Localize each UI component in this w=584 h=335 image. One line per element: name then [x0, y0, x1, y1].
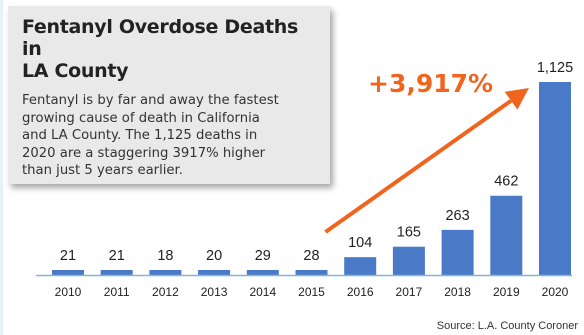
x-tick-2017: 2017 — [396, 285, 423, 299]
growth-arrow-shaft — [324, 99, 513, 234]
x-tick-2011: 2011 — [104, 285, 130, 299]
bars-group — [52, 82, 571, 275]
x-tick-2010: 2010 — [55, 285, 82, 299]
callout-body-line: and LA County. The 1,125 deaths in — [22, 128, 258, 143]
callout-box: Fentanyl Overdose Deaths in LA County Fe… — [8, 6, 330, 184]
data-label-2013: 20 — [206, 248, 222, 264]
callout-body-line: Fentanyl is by far and away the fastest — [22, 93, 279, 108]
x-tick-2013: 2013 — [201, 285, 228, 299]
data-label-2019: 462 — [494, 174, 518, 190]
left-accent-rule — [0, 0, 3, 335]
x-tick-2012: 2012 — [152, 285, 179, 299]
x-tick-2014: 2014 — [249, 285, 276, 299]
callout-body: Fentanyl is by far and away the fastest … — [22, 92, 316, 180]
bar-2016 — [344, 257, 377, 275]
growth-arrow-head — [504, 88, 529, 110]
callout-body-line: 2020 are a staggering 3917% higher — [22, 145, 266, 161]
x-tick-labels-group: 2010 2011 2012 2013 2014 2015 2016 2017 2018 2019… — [55, 285, 569, 299]
bar-2011 — [100, 270, 133, 275]
callout-body-line: growing cause of death in California — [22, 110, 260, 126]
data-label-2011: 21 — [109, 248, 125, 264]
bar-2012 — [149, 270, 182, 275]
data-label-2014: 29 — [255, 248, 271, 264]
bar-2010 — [52, 270, 84, 275]
data-label-2020: 1,125 — [537, 60, 573, 76]
x-tick-2020: 2020 — [542, 285, 569, 299]
growth-arrow-group — [324, 88, 529, 234]
data-label-2012: 18 — [157, 248, 173, 264]
bar-2019 — [490, 195, 523, 275]
bar-2014 — [246, 270, 279, 275]
x-tick-2015: 2015 — [298, 285, 325, 299]
bar-2015 — [295, 270, 328, 275]
bar-2018 — [441, 229, 474, 275]
data-label-2016: 104 — [348, 235, 372, 251]
data-label-2015: 28 — [303, 248, 319, 264]
data-label-2018: 263 — [445, 208, 469, 224]
data-label-2017: 165 — [397, 225, 421, 241]
source-note: Source: L.A. County Coroner — [436, 320, 578, 332]
data-labels-group: 21 21 18 20 29 28 104 165 263 462 1,125 — [60, 60, 573, 264]
bar-2013 — [198, 270, 231, 275]
callout-title: Fentanyl Overdose Deaths in LA County — [22, 16, 316, 82]
growth-annotation: +3,917% — [368, 69, 493, 98]
callout-body-line: than just 5 years earlier. — [22, 163, 183, 178]
data-label-2010: 21 — [60, 248, 76, 264]
x-tick-2016: 2016 — [347, 285, 374, 299]
callout-title-line-2: LA County — [22, 60, 129, 82]
x-tick-2019: 2019 — [493, 285, 520, 299]
x-tick-2018: 2018 — [444, 285, 471, 299]
callout-title-line-1: Fentanyl Overdose Deaths in — [22, 16, 299, 60]
bar-2017 — [392, 246, 425, 275]
bar-2020 — [539, 82, 571, 275]
